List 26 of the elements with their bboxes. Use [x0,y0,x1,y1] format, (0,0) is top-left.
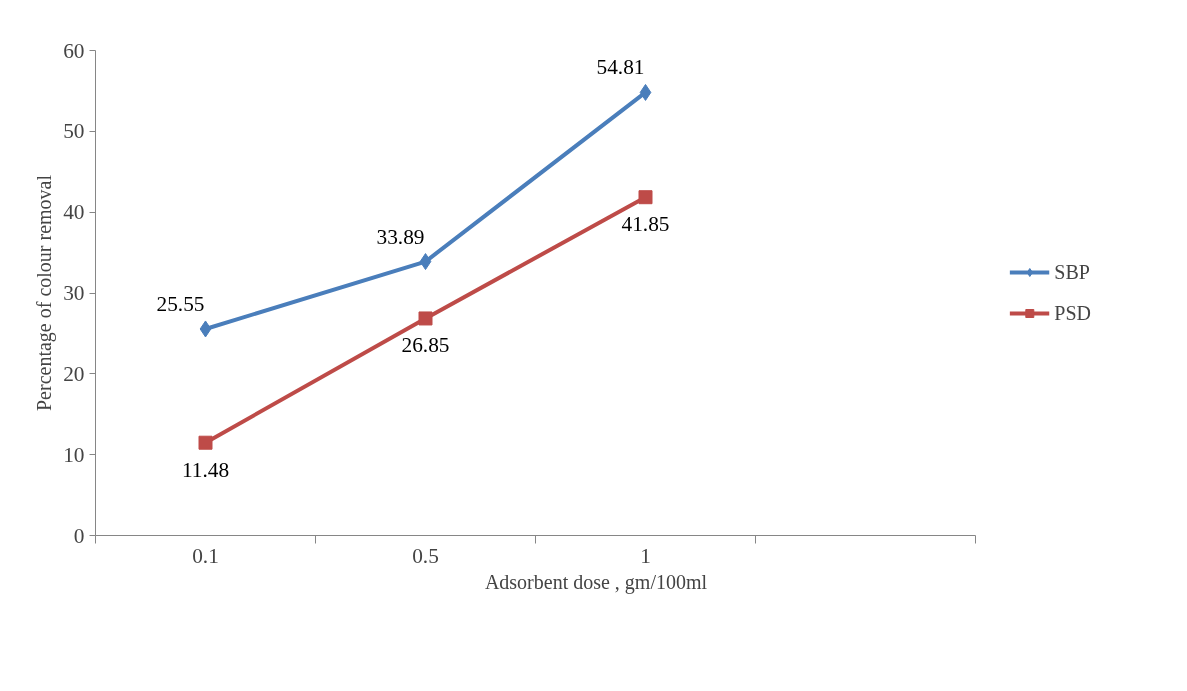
data-label: 11.48 [181,457,230,482]
point [638,190,653,205]
point [418,311,433,326]
y-tick-label: 10 [63,442,85,467]
data-label: 41.85 [621,212,670,237]
point [198,435,213,450]
x-tick-label: 1 [640,543,651,568]
y-axis-title: Percentage of colour removal [33,174,57,411]
y-tick-label: 60 [63,38,85,63]
y-tick-label: 20 [63,361,85,386]
data-label: 33.89 [376,224,425,249]
x-tick-label: 0.1 [192,543,219,568]
y-tick-label: 0 [73,523,85,548]
point [199,320,212,338]
data-label: 26.85 [401,333,450,358]
point [639,83,652,101]
legend-label: SBP [1054,260,1090,284]
data-label: 54.81 [596,55,645,80]
legend-label: PSD [1054,301,1091,325]
data-label: 25.55 [156,291,205,316]
x-axis-title: Adsorbent dose , gm/100ml [484,570,708,594]
y-tick-label: 40 [63,200,85,225]
y-tick-label: 30 [63,281,85,305]
x-tick-label: 0.5 [412,543,439,568]
point [419,253,432,271]
y-tick-label: 50 [63,119,85,144]
